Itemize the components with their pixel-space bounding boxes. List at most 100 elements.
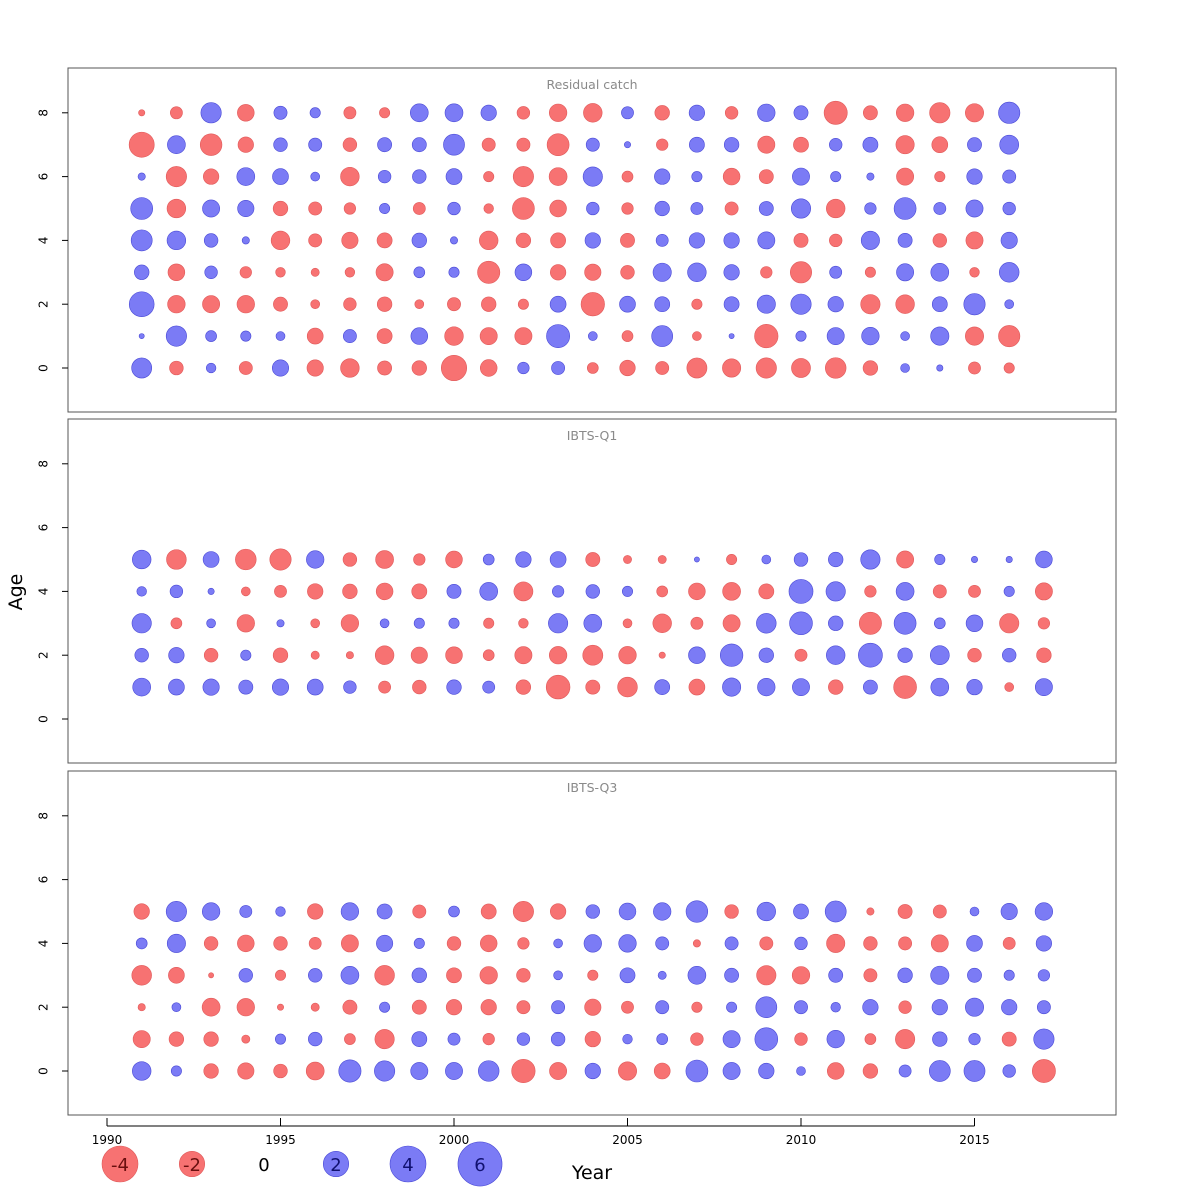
bubble <box>310 267 320 277</box>
bubble <box>377 169 392 184</box>
bubble <box>518 618 529 629</box>
bubble <box>620 232 635 248</box>
y-axis: 0 2 4 6 8 <box>37 109 68 372</box>
bubble <box>966 935 983 952</box>
bubble <box>378 680 391 694</box>
x-axis: 1990 1995 2000 2005 2010 2015 <box>92 1118 990 1147</box>
bubble <box>167 263 186 282</box>
bubble <box>412 904 427 919</box>
bubble <box>967 137 982 153</box>
bubble <box>618 902 637 921</box>
bubble <box>516 968 531 983</box>
bubble <box>757 678 776 697</box>
bubble <box>414 299 425 309</box>
bubble <box>516 106 531 120</box>
bubble <box>754 324 779 349</box>
bubble <box>826 198 846 219</box>
bubble <box>411 232 427 249</box>
bubble <box>866 907 875 916</box>
bubble <box>134 264 150 280</box>
bubble <box>895 135 915 155</box>
bubble <box>306 327 324 345</box>
bubble <box>895 294 915 314</box>
bubble <box>166 230 187 251</box>
bubble <box>689 136 705 153</box>
bubble <box>621 330 634 342</box>
bubble <box>308 137 323 152</box>
bubble <box>588 331 598 341</box>
bubble <box>548 167 568 186</box>
bubble <box>237 199 255 218</box>
bubble <box>965 997 984 1017</box>
x-tick-label: 2010 <box>786 1133 817 1147</box>
bubble <box>860 294 881 315</box>
bubble <box>969 906 980 917</box>
bubble <box>204 265 218 279</box>
bubble <box>861 327 880 346</box>
bubble <box>516 1032 531 1046</box>
bubble <box>310 618 320 629</box>
bubble <box>690 202 704 215</box>
bubble <box>723 232 740 249</box>
bubble <box>202 902 221 921</box>
bubble <box>651 325 674 347</box>
bubble <box>446 583 462 599</box>
bubble <box>305 1061 325 1081</box>
bubble <box>828 679 844 695</box>
bubble <box>269 548 292 571</box>
bubble <box>479 934 498 953</box>
bubble <box>789 611 813 636</box>
bubble <box>133 903 150 920</box>
bubble <box>202 295 221 314</box>
y-axis-label: Age <box>5 574 27 611</box>
bubble <box>998 325 1021 348</box>
legend-label: 6 <box>474 1155 485 1176</box>
bubble <box>275 906 286 917</box>
bubble <box>584 998 602 1016</box>
panel-title: IBTS-Q3 <box>567 780 618 795</box>
bubble <box>306 550 325 569</box>
bubble <box>830 1002 841 1013</box>
bubble <box>723 296 740 313</box>
bubble <box>445 168 463 185</box>
bubble <box>896 263 915 282</box>
legend-label: 4 <box>402 1155 413 1176</box>
bubble <box>308 201 323 216</box>
panel-2: IBTS-Q3 0 2 4 6 8 <box>37 770 1117 1116</box>
bubble <box>411 1031 428 1047</box>
bubble <box>761 554 772 565</box>
bubble <box>584 1062 601 1080</box>
bubble <box>685 900 709 923</box>
bubble <box>167 135 186 154</box>
bubble <box>585 679 601 695</box>
bubble <box>546 324 571 349</box>
bubble <box>757 231 776 250</box>
bubble <box>275 267 286 278</box>
bubble <box>512 197 535 220</box>
bubble <box>549 551 567 568</box>
bubble <box>511 1058 536 1084</box>
bubble <box>411 999 427 1015</box>
bubble <box>310 299 320 309</box>
bubble <box>168 1031 185 1047</box>
bubble <box>655 361 670 375</box>
bubble <box>310 1002 320 1012</box>
bubble <box>203 233 219 248</box>
bubble <box>966 168 983 185</box>
bubble <box>377 137 393 153</box>
bubble <box>793 105 809 121</box>
bubble <box>479 327 498 346</box>
bubble <box>236 614 255 633</box>
bubble <box>656 138 669 151</box>
bubble <box>722 167 741 186</box>
bubble <box>758 647 774 663</box>
bubble <box>688 232 705 249</box>
bubble <box>794 648 808 662</box>
bubble <box>932 904 947 919</box>
bubble <box>829 233 843 248</box>
bubble <box>375 550 394 569</box>
bubble <box>550 264 567 281</box>
bubble <box>374 965 395 986</box>
y-tick-label: 6 <box>37 173 51 181</box>
